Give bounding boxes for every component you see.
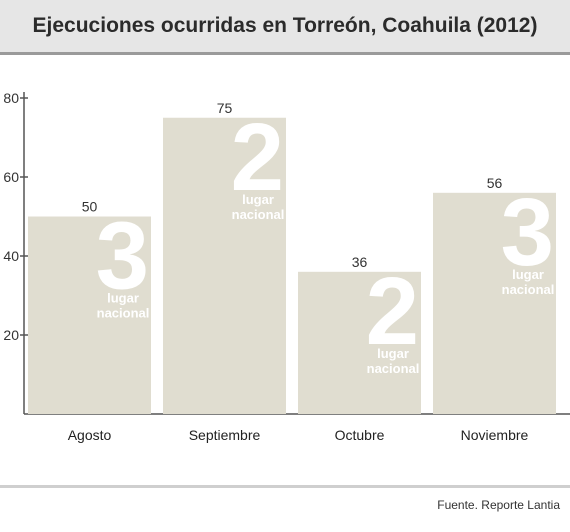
rank-label-line2: nacional [502, 282, 555, 297]
data-label: 50 [82, 199, 98, 215]
data-label: 75 [217, 100, 233, 116]
y-tick-label: 80 [3, 90, 19, 106]
y-tick-label: 40 [3, 248, 19, 264]
bar [163, 117, 286, 414]
rank-label-line1: lugar [512, 267, 544, 282]
bar [298, 271, 421, 414]
bar [433, 192, 556, 414]
bar-chart: 20406080503lugarnacionalAgosto752lugarna… [3, 90, 570, 443]
data-label: 36 [352, 254, 368, 270]
rank-label-line2: nacional [232, 207, 285, 222]
y-tick-label: 60 [3, 169, 19, 185]
rank-numeral: 3 [501, 179, 554, 286]
source-note: Fuente. Reporte Lantia [437, 498, 560, 512]
rank-label-line1: lugar [107, 291, 139, 306]
rank-label-line2: nacional [367, 361, 420, 376]
rank-numeral: 2 [366, 258, 419, 365]
x-tick-label: Septiembre [189, 427, 261, 443]
rank-numeral: 2 [231, 104, 284, 211]
rank-label-line2: nacional [97, 306, 150, 321]
rank-numeral: 3 [96, 203, 149, 310]
x-tick-label: Octubre [335, 427, 385, 443]
title-bar: Ejecuciones ocurridas en Torreón, Coahui… [0, 0, 570, 55]
bar [28, 216, 151, 414]
footer-divider [0, 485, 570, 488]
y-tick-label: 20 [3, 327, 19, 343]
rank-label-line1: lugar [242, 192, 274, 207]
data-label: 56 [487, 175, 503, 191]
x-tick-label: Noviembre [461, 427, 529, 443]
x-tick-label: Agosto [68, 427, 112, 443]
chart-title: Ejecuciones ocurridas en Torreón, Coahui… [32, 14, 538, 37]
rank-label-line1: lugar [377, 346, 409, 361]
